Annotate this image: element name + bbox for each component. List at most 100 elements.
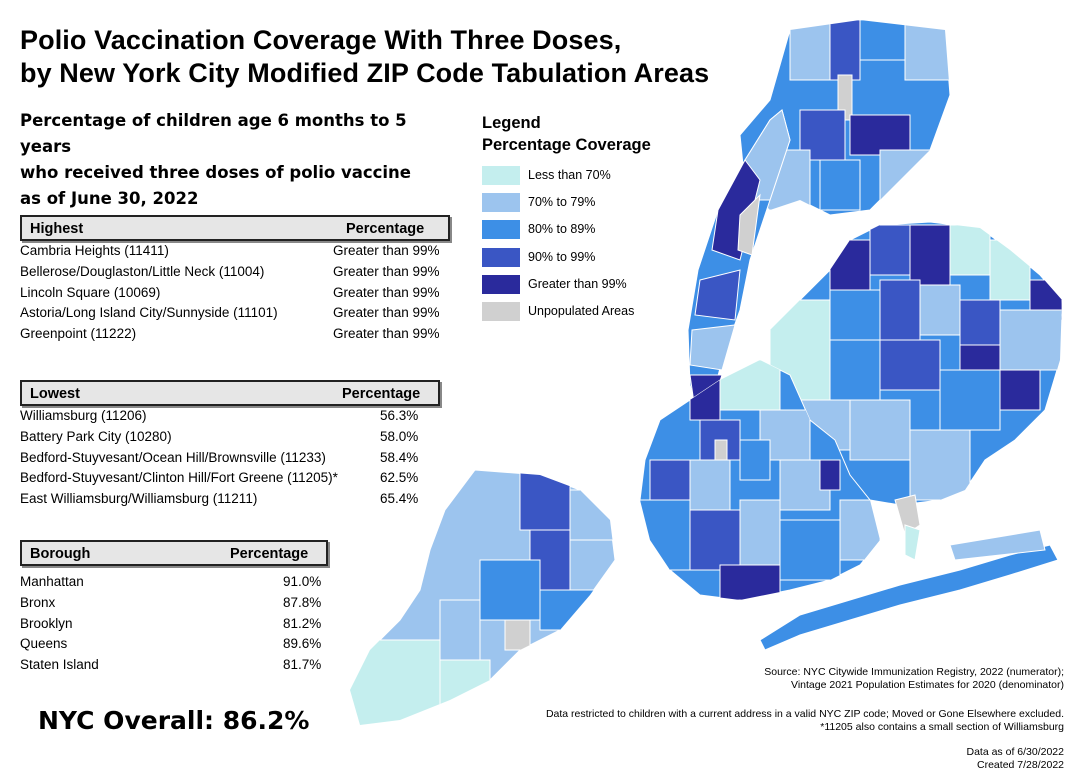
- table-row: Manhattan 91.0%: [20, 572, 328, 593]
- title-line-2: by New York City Modified ZIP Code Tabul…: [20, 58, 710, 88]
- row-borough: Queens: [20, 636, 68, 652]
- column-header-area: Lowest: [30, 386, 80, 402]
- row-area: Astoria/Long Island City/Sunnyside (1110…: [20, 305, 278, 321]
- row-borough: Staten Island: [20, 657, 99, 673]
- row-percentage: 89.6%: [283, 636, 322, 652]
- row-area: Bedford-Stuyvesant/Ocean Hill/Brownsvill…: [20, 449, 326, 465]
- row-percentage: Greater than 99%: [333, 263, 440, 279]
- legend-item: 90% to 99%: [482, 246, 712, 273]
- row-percentage: 58.0%: [380, 428, 419, 444]
- lowest-table-header: Lowest Percentage: [20, 380, 440, 406]
- table-row: Lincoln Square (10069) Greater than 99%: [20, 283, 450, 304]
- subtitle-line-1: Percentage of children age 6 months to 5…: [20, 111, 407, 156]
- row-area: Williamsburg (11206): [20, 408, 147, 423]
- row-percentage: 87.8%: [283, 594, 322, 610]
- legend-subtitle: Percentage Coverage: [482, 136, 651, 154]
- row-area: East Williamsburg/Williamsburg (11211): [20, 491, 258, 507]
- date-note: Data as of 6/30/2022 Created 7/28/2022: [864, 746, 1065, 772]
- legend-swatch: [482, 247, 520, 267]
- row-percentage: 58.4%: [380, 449, 419, 465]
- page-title: Polio Vaccination Coverage With Three Do…: [20, 24, 760, 90]
- row-borough: Brooklyn: [20, 615, 73, 631]
- source-line-2: Vintage 2021 Population Estimates for 20…: [791, 679, 1064, 691]
- column-header-percentage: Percentage: [342, 386, 421, 402]
- source-line-1: Source: NYC Citywide Immunization Regist…: [764, 666, 1064, 678]
- legend-swatch: [482, 193, 520, 213]
- legend-label: Unpopulated Areas: [528, 303, 635, 318]
- legend-label: 90% to 99%: [528, 249, 596, 264]
- row-area: Lincoln Square (10069): [20, 284, 161, 300]
- data-note-line-2: *11205 also contains a small section of …: [820, 721, 1064, 733]
- jfk-area: [904, 524, 921, 561]
- table-row: Battery Park City (10280) 58.0%: [20, 427, 440, 448]
- legend-title: Legend: [482, 114, 541, 132]
- page-subtitle: Percentage of children age 6 months to 5…: [20, 108, 460, 212]
- legend-label: Greater than 99%: [528, 276, 627, 291]
- legend-label: Less than 70%: [528, 168, 611, 182]
- table-row: Brooklyn 81.2%: [20, 614, 328, 635]
- highest-table-header: Highest Percentage: [20, 215, 450, 241]
- row-percentage: Greater than 99%: [333, 243, 440, 258]
- row-percentage: Greater than 99%: [333, 305, 440, 321]
- row-percentage: 81.7%: [283, 657, 322, 673]
- row-area: Bedford-Stuyvesant/Clinton Hill/Fort Gre…: [20, 470, 338, 486]
- legend-item: Less than 70%: [482, 164, 712, 191]
- table-row: Staten Island 81.7%: [20, 655, 328, 676]
- subtitle-line-2: who received three doses of polio vaccin…: [20, 163, 411, 182]
- lowest-table: Lowest Percentage Williamsburg (11206) 56…: [20, 380, 440, 510]
- rockaway-peninsula: [759, 544, 1059, 651]
- table-row: Astoria/Long Island City/Sunnyside (1110…: [20, 303, 450, 324]
- borough-table: Borough Percentage Manhattan 91.0% Bronx 8…: [20, 540, 328, 676]
- legend-swatch: [482, 166, 520, 185]
- row-percentage: 81.2%: [283, 615, 322, 631]
- data-note-line-1: Data restricted to children with a curre…: [545, 708, 1064, 720]
- legend-swatch: [482, 274, 520, 294]
- table-row: East Williamsburg/Williamsburg (11211) 65…: [20, 489, 440, 510]
- row-area: Bellerose/Douglaston/Little Neck (11004): [20, 263, 265, 279]
- table-row: Bedford-Stuyvesant/Ocean Hill/Brownsvill…: [20, 448, 440, 469]
- row-borough: Manhattan: [20, 574, 84, 589]
- data-note: Data restricted to children with a curre…: [444, 708, 1064, 734]
- row-percentage: 65.4%: [380, 491, 419, 507]
- column-header-borough: Borough: [30, 546, 91, 562]
- title-line-1: Polio Vaccination Coverage With Three Do…: [20, 25, 622, 55]
- map-legend: Legend Percentage Coverage Less than 70%…: [482, 112, 712, 327]
- highest-table: Highest Percentage Cambria Heights (1141…: [20, 215, 450, 345]
- far-rockaway: [949, 529, 1046, 561]
- legend-label: 70% to 79%: [528, 195, 596, 210]
- table-row: Williamsburg (11206) 56.3%: [20, 406, 440, 427]
- row-area: Battery Park City (10280): [20, 428, 172, 444]
- subtitle-line-3: as of June 30, 2022: [20, 189, 199, 208]
- row-area: Cambria Heights (11411): [20, 243, 169, 258]
- nyc-overall: NYC Overall: 86.2%: [38, 706, 310, 735]
- row-percentage: Greater than 99%: [333, 326, 440, 342]
- bronx-region: [739, 19, 951, 216]
- legend-item: Greater than 99%: [482, 273, 712, 300]
- jamaica-bay-unpopulated: [894, 494, 921, 536]
- created-date: Created 7/28/2022: [977, 759, 1064, 771]
- legend-item: 80% to 89%: [482, 218, 712, 245]
- row-percentage: 91.0%: [283, 574, 322, 589]
- row-percentage: 62.5%: [380, 470, 419, 486]
- table-row: Bronx 87.8%: [20, 593, 328, 614]
- legend-item: 70% to 79%: [482, 191, 712, 218]
- legend-label: 80% to 89%: [528, 222, 596, 237]
- legend-swatch: [482, 301, 520, 321]
- row-borough: Bronx: [20, 594, 56, 610]
- legend-swatch: [482, 220, 520, 240]
- table-row: Queens 89.6%: [20, 634, 328, 655]
- queens-region: [769, 221, 1063, 506]
- column-header-percentage: Percentage: [230, 546, 309, 562]
- row-area: Greenpoint (11222): [20, 326, 137, 342]
- column-header-area: Highest: [30, 221, 84, 237]
- data-as-of: Data as of 6/30/2022: [966, 746, 1065, 758]
- row-percentage: Greater than 99%: [333, 284, 440, 300]
- table-row: Bedford-Stuyvesant/Clinton Hill/Fort Gre…: [20, 468, 440, 489]
- table-row: Cambria Heights (11411) Greater than 99%: [20, 241, 450, 262]
- manhattan-region: [687, 109, 791, 422]
- column-header-percentage: Percentage: [346, 221, 425, 237]
- table-row: Greenpoint (11222) Greater than 99%: [20, 324, 450, 345]
- legend-items: Less than 70% 70% to 79% 80% to 89% 90% …: [482, 164, 712, 327]
- source-note: Source: NYC Citywide Immunization Regist…: [664, 666, 1064, 692]
